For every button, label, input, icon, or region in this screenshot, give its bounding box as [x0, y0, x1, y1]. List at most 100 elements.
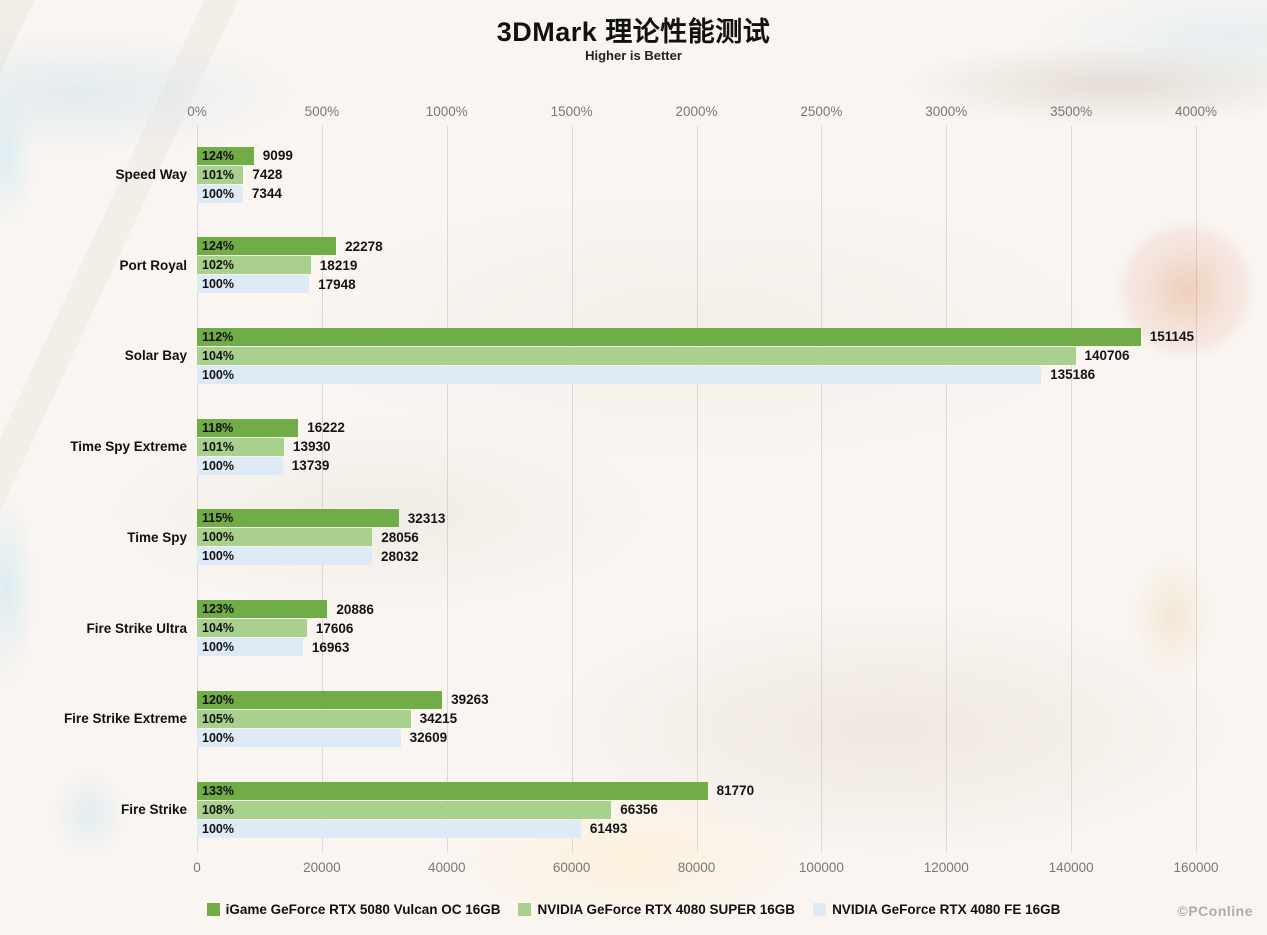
bottom-axis-tick: 40000: [428, 860, 466, 875]
category-label: Time Spy Extreme: [70, 439, 187, 455]
legend-item: iGame GeForce RTX 5080 Vulcan OC 16GB: [206, 902, 500, 917]
bar-value-label: 13739: [291, 458, 330, 474]
bar-percent-label: 118%: [202, 420, 234, 435]
bar-value-label: 39263: [451, 692, 489, 708]
bar-value-label: 135186: [1050, 367, 1096, 383]
top-axis-tick: 3000%: [925, 104, 968, 119]
bar-row: 100% 135186: [197, 365, 1196, 384]
bar: 100%: [197, 728, 401, 747]
bar-value-label: 28032: [381, 548, 419, 564]
bottom-axis-tick: 120000: [923, 860, 969, 875]
bar: 100%: [197, 638, 303, 656]
bar-value-label: 7428: [252, 167, 283, 182]
category-label: Port Royal: [119, 257, 187, 273]
bar-percent-label: 104%: [202, 621, 234, 635]
bar-value-label: 81770: [716, 783, 755, 798]
bar-row: 100% 28032: [197, 547, 1196, 566]
bar-row: 124% 9099: [197, 146, 1196, 165]
bar-percent-label: 100%: [202, 458, 234, 473]
bar-percent-label: 102%: [202, 258, 234, 273]
bar-percent-label: 133%: [202, 783, 234, 798]
bar-row: 108% 66356: [197, 800, 1196, 819]
bar-row: 100% 16963: [197, 638, 1196, 657]
bar-percent-label: 101%: [202, 167, 234, 182]
bar-percent-label: 100%: [202, 640, 234, 654]
bar: 100%: [197, 547, 372, 566]
bar-row: 123% 20886: [197, 600, 1196, 619]
bar-value-label: 32313: [407, 510, 446, 526]
bar-row: 124% 22278: [197, 237, 1196, 256]
gridline: [696, 126, 698, 852]
bar: 100%: [197, 456, 283, 475]
bar: 105%: [197, 709, 411, 728]
bar: 100%: [197, 275, 310, 294]
bar-row: 101% 13930: [197, 437, 1196, 456]
bar-value-label: 16222: [307, 420, 345, 436]
bar-percent-label: 124%: [202, 239, 234, 254]
bar-row: 100% 28056: [197, 528, 1196, 547]
bar-row: 118% 16222: [197, 418, 1196, 437]
bar-value-label: 34215: [419, 711, 458, 727]
bar: 124%: [197, 146, 254, 165]
gridline: [197, 126, 198, 852]
legend-swatch: [813, 903, 827, 916]
bar-percent-label: 100%: [202, 367, 234, 382]
bar-percent-label: 100%: [202, 530, 234, 545]
bottom-axis-tick: 80000: [677, 860, 716, 875]
chart-title: 3DMark 理论性能测试: [496, 17, 771, 47]
legend-label: NVIDIA GeForce RTX 4080 SUPER 16GB: [537, 902, 796, 917]
gridline: [821, 126, 823, 852]
gridline: [446, 126, 448, 852]
bar: 100%: [197, 819, 581, 838]
bar-row: 100% 13739: [197, 456, 1196, 475]
bar-value-label: 17606: [315, 620, 354, 636]
bar-percent-label: 100%: [202, 821, 234, 836]
bar-value-label: 17948: [318, 276, 356, 292]
bar: 100%: [197, 365, 1042, 384]
bar-value-label: 61493: [589, 821, 628, 836]
bar-value-label: 20886: [336, 601, 374, 617]
bar-value-label: 9099: [262, 148, 293, 163]
bar-percent-label: 104%: [202, 348, 234, 363]
bar-percent-label: 100%: [202, 549, 234, 564]
bar: 124%: [197, 237, 337, 256]
top-axis-tick: 500%: [304, 104, 340, 119]
bottom-axis-tick: 0: [193, 860, 201, 875]
bar-percent-label: 105%: [202, 711, 234, 726]
category-label: Fire Strike Extreme: [63, 711, 187, 727]
bar: 100%: [197, 528, 373, 547]
bar-value-label: 16963: [311, 639, 350, 655]
category-label: Time Spy: [127, 529, 187, 545]
bar-row: 101% 7428: [197, 165, 1196, 184]
gridline: [571, 126, 573, 852]
bar-value-label: 7344: [251, 186, 282, 201]
bar: 118%: [197, 418, 299, 437]
bar: 112%: [197, 327, 1141, 346]
bar-value-label: 151145: [1149, 329, 1194, 345]
bar: 115%: [197, 509, 399, 528]
bar-value-label: 22278: [345, 238, 383, 254]
bottom-axis-tick: 60000: [552, 860, 591, 875]
bar-percent-label: 115%: [202, 511, 234, 526]
bar-row: 100% 32609: [197, 728, 1196, 747]
bottom-axis-tick: 140000: [1048, 860, 1094, 875]
bar-percent-label: 100%: [202, 186, 234, 201]
bar-row: 112% 151145: [197, 327, 1196, 346]
category-label: Solar Bay: [124, 348, 187, 364]
legend: iGame GeForce RTX 5080 Vulcan OC 16GB NVI…: [0, 902, 1267, 917]
bar-value-label: 28056: [381, 529, 419, 545]
bar-row: 120% 39263: [197, 690, 1196, 709]
bar: 101%: [197, 437, 284, 456]
legend-swatch: [518, 903, 532, 916]
bar-value-label: 66356: [620, 802, 658, 817]
bar-percent-label: 123%: [202, 602, 234, 616]
top-axis-tick: 2500%: [800, 104, 843, 119]
top-axis-tick: 1000%: [425, 104, 468, 119]
bottom-axis-tick: 160000: [1173, 860, 1219, 875]
gridline: [1071, 126, 1073, 852]
bar-row: 100% 17948: [197, 275, 1196, 294]
gridline: [946, 126, 948, 852]
bottom-axis-tick: 100000: [798, 860, 844, 875]
bar-row: 133% 81770: [197, 781, 1196, 800]
